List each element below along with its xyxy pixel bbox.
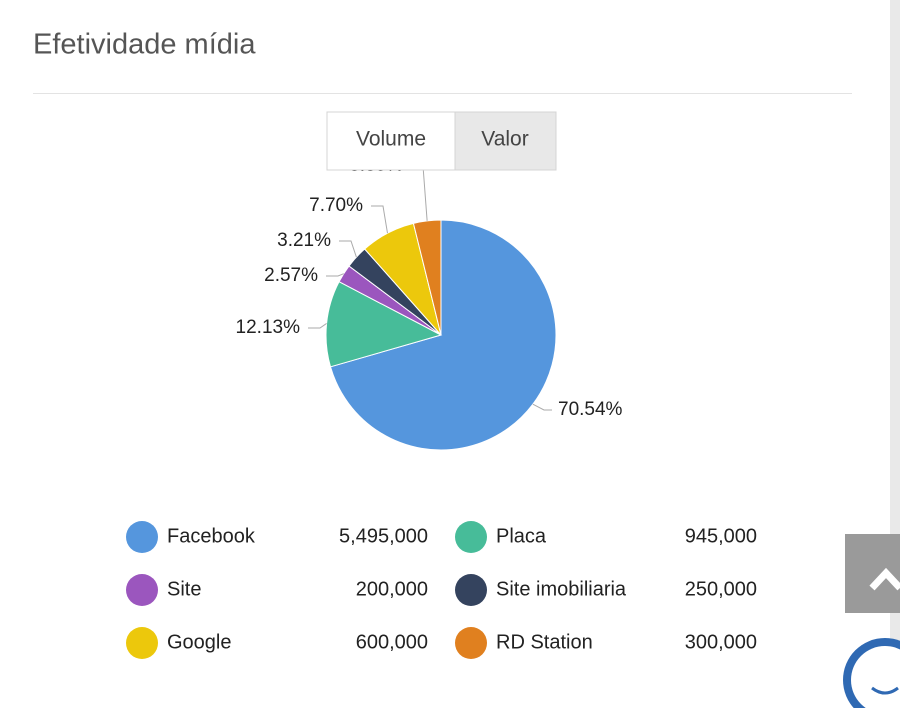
pie-slice [325, 281, 443, 368]
legend-value: 200,000 [356, 578, 428, 600]
chat-smile [871, 686, 899, 695]
legend-label: RD Station [496, 631, 593, 653]
legend-marker [455, 574, 487, 606]
legend-value: 600,000 [356, 631, 428, 653]
legend-label: Placa [496, 525, 547, 547]
pie-chart: 70.54%12.13%2.57%3.21%7.70%3.85% [236, 155, 623, 451]
toggle-label[interactable]: Valor [481, 128, 528, 151]
scrollbar[interactable] [890, 0, 900, 708]
legend-value: 250,000 [685, 578, 757, 600]
legend-marker [455, 627, 487, 659]
label-connector [411, 165, 428, 221]
slice-label: 3.21% [277, 230, 331, 251]
legend-value: 945,000 [685, 525, 757, 547]
toggle-label[interactable]: Volume [356, 128, 426, 151]
toggle-group: Volume Valor [326, 111, 557, 171]
chat-inner [851, 646, 900, 713]
scroll-top-button[interactable] [845, 534, 900, 613]
slice-label: 70.54% [558, 399, 623, 420]
chat-button[interactable] [843, 638, 900, 713]
slice-label: 12.13% [236, 317, 301, 338]
legend-marker [126, 627, 158, 659]
legend-label: Google [167, 631, 232, 653]
legend-marker [455, 521, 487, 553]
legend-value: 5,495,000 [339, 525, 428, 547]
legend-marker [126, 521, 158, 553]
label-connector [532, 403, 552, 411]
slice-label: 7.70% [309, 195, 363, 216]
label-connector [371, 205, 388, 234]
label-connector [339, 240, 357, 258]
label-connector [308, 323, 327, 329]
panel-title: Efetividade mídia [33, 29, 256, 61]
scroll-top-bg[interactable] [845, 534, 900, 613]
label-connector [326, 273, 344, 277]
chevron-icon [869, 567, 900, 591]
legend-marker [126, 574, 158, 606]
legend: Facebook 5,495,000 Placa 945,000 Site 200,000… [126, 521, 757, 659]
toggle-button-active[interactable] [454, 111, 557, 171]
legend-value: 300,000 [685, 631, 757, 653]
legend-label: Site [167, 578, 201, 600]
slice-label: 2.57% [264, 265, 318, 286]
legend-label: Site imobiliaria [496, 578, 627, 600]
legend-label: Facebook [167, 525, 256, 547]
